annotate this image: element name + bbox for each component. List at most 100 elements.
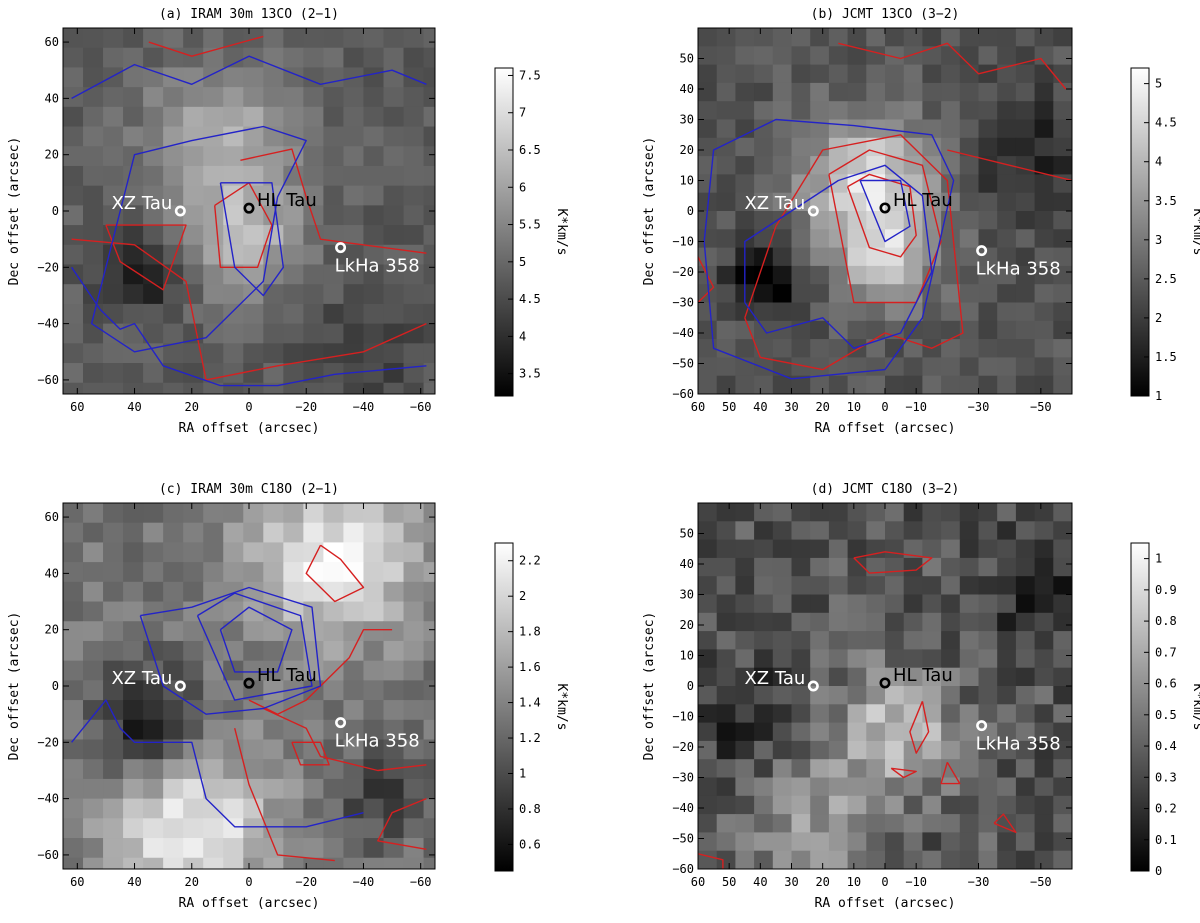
heatmap-cell bbox=[772, 375, 793, 394]
heatmap-cell bbox=[828, 832, 849, 852]
heatmap-cell bbox=[303, 719, 324, 741]
heatmap-cell bbox=[383, 857, 405, 869]
heatmap-cell bbox=[423, 47, 435, 69]
heatmap-cell bbox=[847, 759, 867, 779]
heatmap-cell bbox=[263, 739, 284, 760]
heatmap-cell bbox=[772, 850, 793, 869]
heatmap-cell bbox=[123, 719, 144, 741]
heatmap-cell bbox=[163, 640, 184, 662]
heatmap-cell bbox=[203, 343, 224, 364]
y-tick-label: 20 bbox=[680, 618, 694, 632]
heatmap-cell bbox=[303, 303, 324, 325]
heatmap-cell bbox=[383, 660, 405, 681]
heatmap-cell bbox=[163, 818, 184, 839]
heatmap-cell bbox=[103, 621, 124, 642]
heatmap-cell bbox=[243, 106, 264, 128]
heatmap-cell bbox=[403, 185, 425, 206]
heatmap-cell bbox=[403, 165, 425, 187]
colorbar-tick-label: 1 bbox=[1155, 389, 1162, 403]
heatmap-cell bbox=[103, 601, 124, 622]
heatmap-cell bbox=[1034, 119, 1054, 139]
heatmap-cell bbox=[1015, 594, 1036, 614]
x-axis-label: RA offset (arcsec) bbox=[815, 421, 956, 436]
y-tick-label: −20 bbox=[672, 740, 694, 754]
y-tick-label: −50 bbox=[672, 357, 694, 371]
heatmap-cell bbox=[363, 522, 385, 544]
heatmap-cell bbox=[959, 156, 980, 175]
heatmap-cell bbox=[810, 686, 830, 705]
heatmap-cell bbox=[403, 838, 425, 859]
heatmap-cell bbox=[1034, 521, 1054, 541]
heatmap-cell bbox=[363, 205, 385, 226]
heatmap-cell bbox=[203, 581, 224, 603]
heatmap-cell bbox=[423, 818, 435, 839]
heatmap-cell bbox=[959, 814, 980, 833]
heatmap-cell bbox=[754, 850, 774, 869]
heatmap-cell bbox=[716, 339, 736, 358]
heatmap-cell bbox=[323, 284, 345, 305]
heatmap-cell bbox=[223, 700, 244, 721]
heatmap-cell bbox=[941, 64, 961, 84]
heatmap-cell bbox=[363, 264, 385, 285]
heatmap-cell bbox=[885, 814, 905, 833]
heatmap-cell bbox=[997, 174, 1017, 194]
heatmap-cell bbox=[383, 542, 405, 563]
heatmap-cell bbox=[143, 818, 164, 839]
heatmap-cell bbox=[716, 46, 736, 66]
heatmap-cell bbox=[978, 46, 998, 66]
heatmap-cell bbox=[772, 594, 793, 614]
heatmap-cell bbox=[716, 814, 736, 833]
heatmap-cell bbox=[847, 503, 867, 522]
heatmap-cell bbox=[343, 28, 365, 49]
x-tick-label: 20 bbox=[815, 400, 829, 414]
heatmap-cell bbox=[959, 850, 980, 869]
heatmap-cell bbox=[847, 82, 867, 102]
heatmap-cell bbox=[183, 106, 204, 128]
y-tick-label: −30 bbox=[672, 771, 694, 785]
heatmap-cell bbox=[263, 759, 284, 780]
heatmap-cell bbox=[772, 814, 793, 833]
heatmap-cell bbox=[847, 375, 867, 394]
heatmap-cell bbox=[885, 539, 905, 559]
heatmap-cell bbox=[403, 146, 425, 167]
heatmap-cell bbox=[283, 621, 304, 642]
heatmap-cell bbox=[791, 740, 811, 760]
heatmap-cell bbox=[922, 320, 942, 340]
red-contour bbox=[305, 544, 365, 603]
heatmap-cell bbox=[735, 850, 755, 869]
heatmap-cell bbox=[959, 265, 980, 285]
heatmap-cell bbox=[866, 594, 886, 614]
heatmap-cell bbox=[941, 101, 961, 121]
heatmap-cell bbox=[363, 621, 385, 642]
heatmap-cell bbox=[303, 562, 324, 583]
x-tick-label: 0 bbox=[245, 400, 252, 414]
heatmap-cell bbox=[383, 778, 405, 800]
heatmap-cell bbox=[978, 722, 998, 742]
heatmap-cell bbox=[885, 247, 905, 267]
heatmap-cell bbox=[791, 82, 811, 102]
heatmap-cell bbox=[363, 303, 385, 325]
heatmap-cell bbox=[363, 838, 385, 859]
heatmap-cell bbox=[716, 850, 736, 869]
heatmap-cell bbox=[1053, 777, 1072, 797]
heatmap-cell bbox=[772, 339, 793, 358]
heatmap-cell bbox=[716, 539, 736, 559]
heatmap-cell bbox=[163, 503, 184, 524]
heatmap-cell bbox=[63, 621, 84, 642]
heatmap-cell bbox=[283, 106, 304, 128]
heatmap-cell bbox=[323, 67, 345, 88]
heatmap-cell bbox=[847, 850, 867, 869]
heatmap-cell bbox=[363, 126, 385, 147]
heatmap-cell bbox=[735, 795, 755, 815]
y-tick-label: 20 bbox=[45, 623, 59, 637]
heatmap-cell bbox=[183, 640, 204, 662]
heatmap-cell bbox=[754, 284, 774, 304]
heatmap-cell bbox=[1053, 667, 1072, 687]
heatmap-cell bbox=[403, 739, 425, 760]
y-tick-label: 40 bbox=[45, 566, 59, 580]
heatmap-cell bbox=[63, 680, 84, 701]
heatmap-cell bbox=[735, 594, 755, 614]
panel-title: (b) JCMT 13CO (3−2) bbox=[811, 7, 960, 22]
heatmap-cell bbox=[403, 244, 425, 266]
